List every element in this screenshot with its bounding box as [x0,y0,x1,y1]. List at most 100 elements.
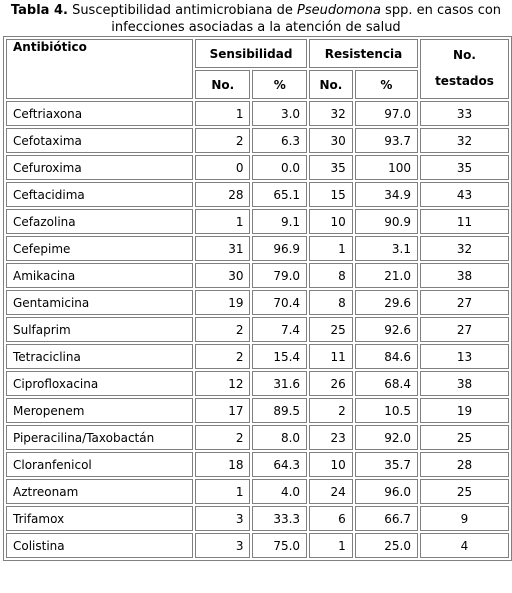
cell-sensitivity-no: 31 [195,236,251,261]
cell-resistance-no: 25 [309,317,353,342]
cell-tested: 33 [419,101,509,126]
cell-antibiotic: Ciprofloxacina [6,371,194,396]
table-row: Piperacilina/Taxobactán 2 8.0 23 92.0 25 [6,425,509,450]
cell-antibiotic: Cloranfenicol [6,452,194,477]
cell-sensitivity-no: 18 [195,452,251,477]
table-row: Colistina 3 75.0 1 25.0 4 [6,533,509,558]
cell-sensitivity-no: 19 [195,290,251,315]
header-tested-line1: No. [453,48,476,62]
cell-tested: 9 [419,506,509,531]
cell-tested: 38 [419,371,509,396]
cell-resistance-percent: 25.0 [354,533,418,558]
cell-sensitivity-percent: 65.1 [252,182,308,207]
cell-resistance-percent: 34.9 [354,182,418,207]
cell-resistance-percent: 96.0 [354,479,418,504]
header-sensitivity-no: No. [195,70,251,99]
table-row: Cefuroxima 0 0.0 35 100 35 [6,155,509,180]
header-resistance-no: No. [309,70,353,99]
cell-sensitivity-percent: 31.6 [252,371,308,396]
cell-sensitivity-no: 1 [195,479,251,504]
header-sensitivity-percent: % [252,70,308,99]
cell-antibiotic: Cefotaxima [6,128,194,153]
table-row: Ceftacidima 28 65.1 15 34.9 43 [6,182,509,207]
cell-resistance-percent: 97.0 [354,101,418,126]
table-row: Trifamox 3 33.3 6 66.7 9 [6,506,509,531]
caption-line-1: Tabla 4. Susceptibilidad antimicrobiana … [0,2,512,19]
cell-tested: 27 [419,317,509,342]
table-body: Antibiótico Sensibilidad Resistencia No.… [6,39,509,558]
cell-antibiotic: Colistina [6,533,194,558]
cell-resistance-no: 26 [309,371,353,396]
cell-resistance-no: 11 [309,344,353,369]
cell-antibiotic: Ceftacidima [6,182,194,207]
header-row-2: No. % No. % [6,70,509,99]
table-row: Cefotaxima 2 6.3 30 93.7 32 [6,128,509,153]
cell-resistance-no: 24 [309,479,353,504]
header-sensitivity: Sensibilidad [195,39,308,68]
cell-sensitivity-percent: 9.1 [252,209,308,234]
cell-sensitivity-no: 1 [195,209,251,234]
table-row: Cloranfenicol 18 64.3 10 35.7 28 [6,452,509,477]
cell-resistance-no: 35 [309,155,353,180]
cell-resistance-percent: 68.4 [354,371,418,396]
cell-resistance-percent: 100 [354,155,418,180]
caption-text-after: spp. en casos con [380,3,502,18]
cell-antibiotic: Cefepime [6,236,194,261]
table-row: Ceftriaxona 1 3.0 32 97.0 33 [6,101,509,126]
cell-antibiotic: Aztreonam [6,479,194,504]
cell-sensitivity-no: 28 [195,182,251,207]
cell-resistance-no: 32 [309,101,353,126]
cell-antibiotic: Cefuroxima [6,155,194,180]
cell-resistance-percent: 66.7 [354,506,418,531]
header-row-1: Antibiótico Sensibilidad Resistencia No.… [6,39,509,99]
cell-sensitivity-percent: 33.3 [252,506,308,531]
cell-resistance-percent: 93.7 [354,128,418,153]
table-row: Sulfaprim 2 7.4 25 92.6 27 [6,317,509,342]
cell-resistance-percent: 35.7 [354,452,418,477]
table-row: Aztreonam 1 4.0 24 96.0 25 [6,479,509,504]
cell-tested: 25 [419,425,509,450]
cell-sensitivity-no: 12 [195,371,251,396]
cell-sensitivity-no: 2 [195,317,251,342]
cell-resistance-no: 2 [309,398,353,423]
cell-sensitivity-percent: 3.0 [252,101,308,126]
cell-sensitivity-no: 2 [195,425,251,450]
cell-sensitivity-no: 0 [195,155,251,180]
cell-resistance-no: 6 [309,506,353,531]
cell-antibiotic: Gentamicina [6,290,194,315]
cell-sensitivity-percent: 4.0 [252,479,308,504]
cell-resistance-no: 10 [309,209,353,234]
cell-antibiotic: Meropenem [6,398,194,423]
header-resistance: Resistencia [309,39,418,68]
cell-sensitivity-percent: 96.9 [252,236,308,261]
cell-tested: 32 [419,128,509,153]
cell-resistance-percent: 90.9 [354,209,418,234]
cell-resistance-percent: 21.0 [354,263,418,288]
cell-resistance-no: 8 [309,290,353,315]
cell-antibiotic: Trifamox [6,506,194,531]
cell-antibiotic: Ceftriaxona [6,101,194,126]
cell-sensitivity-percent: 7.4 [252,317,308,342]
table-row: Amikacina 30 79.0 8 21.0 38 [6,263,509,288]
cell-tested: 27 [419,290,509,315]
table-row: Gentamicina 19 70.4 8 29.6 27 [6,290,509,315]
cell-tested: 32 [419,236,509,261]
cell-resistance-no: 1 [309,236,353,261]
cell-resistance-percent: 10.5 [354,398,418,423]
cell-antibiotic: Tetraciclina [6,344,194,369]
table-row: Cefepime 31 96.9 1 3.1 32 [6,236,509,261]
cell-tested: 25 [419,479,509,504]
cell-tested: 35 [419,155,509,180]
susceptibility-table: Antibiótico Sensibilidad Resistencia No.… [3,36,512,561]
cell-sensitivity-percent: 79.0 [252,263,308,288]
cell-resistance-no: 15 [309,182,353,207]
cell-sensitivity-percent: 15.4 [252,344,308,369]
header-tested: No. testados [419,39,509,99]
cell-resistance-no: 23 [309,425,353,450]
cell-resistance-no: 8 [309,263,353,288]
cell-antibiotic: Sulfaprim [6,317,194,342]
cell-sensitivity-percent: 0.0 [252,155,308,180]
table-row: Meropenem 17 89.5 2 10.5 19 [6,398,509,423]
cell-resistance-no: 10 [309,452,353,477]
cell-antibiotic: Cefazolina [6,209,194,234]
